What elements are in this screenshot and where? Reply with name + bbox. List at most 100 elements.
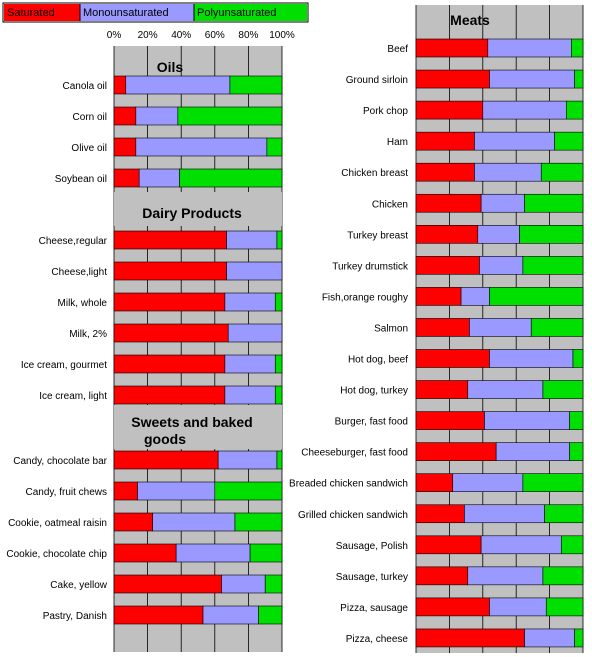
bar-segment bbox=[560, 535, 584, 555]
bar-segment bbox=[489, 349, 574, 368]
legend-swatch-monounsaturated bbox=[80, 4, 194, 21]
section-strip bbox=[114, 405, 282, 449]
category-label: Candy, chocolate bar bbox=[13, 456, 107, 467]
category-label: Hot dog, beef bbox=[348, 355, 408, 366]
category-label: Ice cream, gourmet bbox=[21, 360, 107, 371]
bar-segment bbox=[113, 137, 137, 157]
bar-segment bbox=[415, 442, 497, 461]
bar-segment bbox=[540, 162, 584, 182]
right-panel: Meats Beef Ground sirloin Pork chop Ham Chic… bbox=[289, 5, 584, 653]
left-category-labels: Canola oil Corn oil Olive oil Soybean oil Ch… bbox=[6, 81, 107, 622]
bar-segment bbox=[480, 535, 562, 555]
bar-segment bbox=[415, 100, 484, 120]
x-tick-label: 60% bbox=[205, 30, 225, 41]
bar-segment bbox=[524, 628, 575, 648]
legend-label-saturated: Saturated bbox=[7, 7, 55, 19]
bar-segment bbox=[415, 411, 485, 430]
bar-segment bbox=[415, 318, 470, 337]
bar-segment bbox=[113, 230, 227, 250]
bar-segment bbox=[113, 261, 227, 281]
bar-segment bbox=[135, 137, 268, 157]
category-label: Pork chop bbox=[363, 106, 408, 117]
bar-segment bbox=[452, 473, 524, 493]
category-label: Fish,orange roughy bbox=[322, 292, 408, 303]
bar-segment bbox=[226, 261, 283, 281]
bar-segment bbox=[574, 628, 584, 648]
x-tick-label: 80% bbox=[238, 30, 258, 41]
x-tick-label: 100% bbox=[269, 30, 295, 41]
bar-segment bbox=[274, 385, 283, 405]
bar-segment bbox=[249, 543, 283, 563]
category-label: Sausage, Polish bbox=[336, 541, 408, 552]
bar-segment bbox=[179, 168, 283, 188]
category-label: Cookie, chocolate chip bbox=[6, 549, 107, 560]
bar-segment bbox=[415, 566, 469, 586]
bar-segment bbox=[522, 256, 584, 275]
bar-segment bbox=[565, 100, 584, 120]
bar-segment bbox=[113, 512, 153, 532]
bar-segment bbox=[524, 193, 584, 213]
bar-segment bbox=[266, 137, 283, 157]
category-label: Salmon bbox=[374, 323, 408, 334]
bar-segment bbox=[214, 481, 283, 501]
bar-segment bbox=[542, 380, 584, 399]
bar-segment bbox=[226, 230, 278, 250]
bar-segment bbox=[489, 287, 584, 306]
category-label: Cheeseburger, fast food bbox=[301, 448, 408, 459]
bar-segment bbox=[264, 574, 283, 594]
bar-segment bbox=[415, 287, 462, 306]
category-label: Cheese,light bbox=[51, 267, 107, 278]
category-label: Turkey drumstick bbox=[332, 261, 409, 272]
bar-segment bbox=[474, 162, 542, 182]
category-label: Soybean oil bbox=[55, 174, 107, 185]
bar-segment bbox=[113, 574, 222, 594]
bar-segment bbox=[542, 566, 584, 586]
bar-segment bbox=[530, 318, 584, 337]
bar-segment bbox=[113, 106, 137, 126]
legend-label-monounsaturated: Monounsaturated bbox=[83, 7, 169, 19]
bar-segment bbox=[554, 131, 584, 151]
bar-segment bbox=[460, 287, 490, 306]
category-label: Canola oil bbox=[63, 81, 107, 92]
bar-segment bbox=[175, 543, 251, 563]
bar-segment bbox=[274, 292, 283, 312]
x-tick-label: 20% bbox=[138, 30, 158, 41]
bar-segment bbox=[415, 38, 489, 58]
category-label: Grilled chicken sandwich bbox=[298, 510, 408, 521]
bar-segment bbox=[224, 385, 276, 405]
left-bars bbox=[113, 75, 283, 625]
category-label: Hot dog, turkey bbox=[340, 386, 408, 397]
bar-segment bbox=[137, 481, 216, 501]
bar-segment bbox=[415, 162, 475, 182]
bar-segment bbox=[217, 450, 278, 470]
bar-segment bbox=[234, 512, 283, 532]
category-label: Corn oil bbox=[73, 112, 107, 123]
bar-segment bbox=[276, 230, 283, 250]
bar-segment bbox=[571, 38, 584, 58]
bar-segment bbox=[113, 75, 127, 95]
right-category-labels: Beef Ground sirloin Pork chop Ham Chicken br… bbox=[289, 44, 409, 645]
bar-segment bbox=[480, 193, 525, 213]
category-label: Olive oil bbox=[71, 143, 107, 154]
bar-segment bbox=[224, 354, 276, 374]
bar-segment bbox=[474, 131, 555, 151]
section-title-sweets-line2: goods bbox=[144, 431, 186, 447]
bar-segment bbox=[415, 193, 482, 213]
bar-segment bbox=[177, 106, 283, 126]
x-tick-label: 40% bbox=[171, 30, 191, 41]
category-label: Burger, fast food bbox=[335, 417, 408, 428]
category-label: Turkey breast bbox=[347, 230, 408, 241]
bar-segment bbox=[276, 450, 283, 470]
category-label: Pizza, cheese bbox=[346, 634, 409, 645]
bar-segment bbox=[202, 605, 259, 625]
bar-segment bbox=[113, 168, 140, 188]
bar-segment bbox=[469, 318, 532, 337]
bar-segment bbox=[482, 100, 567, 120]
bar-segment bbox=[113, 543, 177, 563]
bar-segment bbox=[572, 349, 584, 368]
bar-segment bbox=[113, 292, 226, 312]
section-title-oils: Oils bbox=[157, 59, 184, 75]
bar-segment bbox=[415, 349, 490, 368]
bar-segment bbox=[415, 597, 490, 617]
left-panel: 0% 20% 40% 60% 80% 100% Oils Dairy Produ… bbox=[6, 30, 295, 652]
